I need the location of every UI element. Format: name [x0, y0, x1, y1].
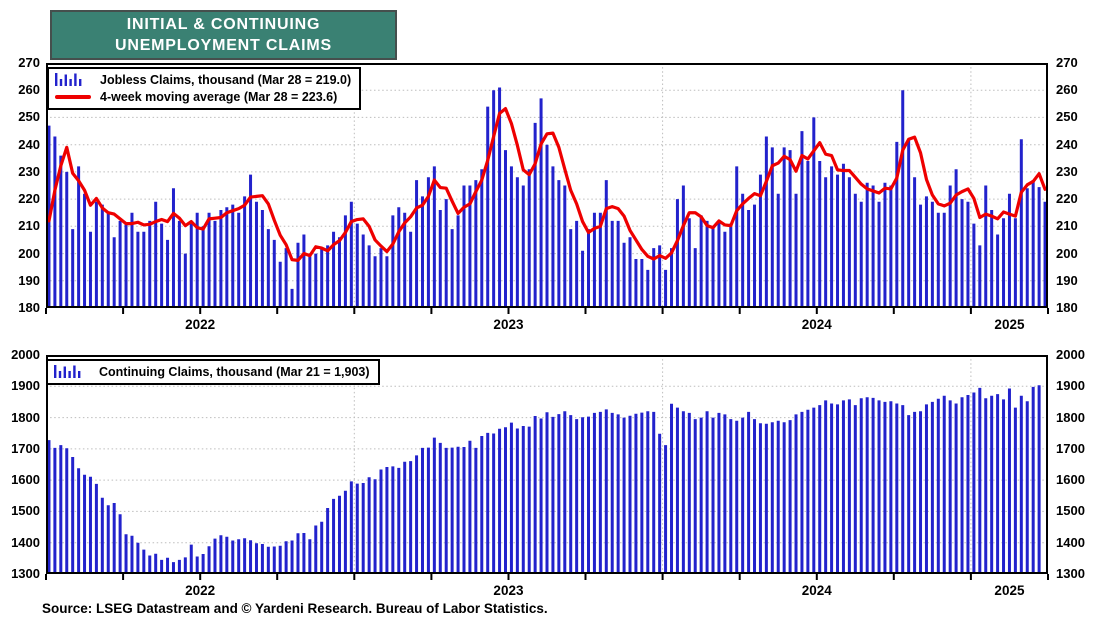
y-tick-label-right: 270: [1056, 55, 1078, 70]
x-year-label: 2023: [493, 583, 524, 598]
x-year-label: 2023: [493, 317, 524, 332]
y-tick-label-left: 260: [18, 82, 40, 98]
chart-title-box: INITIAL & CONTINUING UNEMPLOYMENT CLAIMS: [50, 10, 397, 60]
initial-claims-chart: [45, 63, 1049, 314]
y-tick-label-left: 1300: [11, 566, 40, 581]
y-tick-label-right: 180: [1056, 300, 1078, 315]
source-note: Source: LSEG Datastream and © Yardeni Re…: [42, 601, 548, 616]
y-tick-label-right: 1400: [1056, 534, 1085, 550]
x-year-label: 2024: [801, 317, 832, 332]
y-tick-label-left: 250: [18, 109, 40, 125]
y-tick-label-left: 180: [18, 300, 40, 315]
x-year-label: 2024: [801, 583, 832, 598]
mini-bars-icon: [55, 72, 93, 87]
y-tick-label-left: 200: [18, 245, 40, 261]
moving-average-line: [47, 106, 1047, 262]
plot-frame: [46, 355, 1048, 574]
chart-title-line1: INITIAL & CONTINUING: [126, 16, 321, 33]
y-tick-label-left: 240: [18, 136, 40, 152]
mini-bars-icon: [54, 364, 92, 379]
legend-row-jobless-claims: Jobless Claims, thousand (Mar 28 = 219.0…: [55, 71, 351, 88]
plot-frame: [46, 63, 1048, 308]
y-tick-label-left: 1700: [11, 440, 40, 456]
legend-initial-claims: Jobless Claims, thousand (Mar 28 = 219.0…: [47, 67, 362, 110]
legend-continuing-claims: Continuing Claims, thousand (Mar 21 = 1,…: [46, 359, 380, 385]
y-tick-label-right: 1900: [1056, 378, 1085, 394]
y-tick-label-right: 240: [1056, 136, 1078, 152]
y-tick-label-left: 230: [18, 163, 40, 179]
x-axis-ticks: [45, 574, 1049, 580]
y-tick-label-right: 1500: [1056, 503, 1085, 519]
y-tick-label-left: 210: [18, 218, 40, 234]
y-tick-label-right: 250: [1056, 109, 1078, 125]
y-tick-label-right: 2000: [1056, 347, 1085, 362]
y-tick-label-left: 1500: [11, 503, 40, 519]
y-tick-label-right: 1700: [1056, 440, 1085, 456]
x-year-label: 2025: [994, 317, 1025, 332]
y-tick-label-right: 1300: [1056, 566, 1085, 581]
y-tick-label-right: 190: [1056, 272, 1078, 288]
y-tick-label-right: 260: [1056, 82, 1078, 98]
legend-label-moving-average: 4-week moving average (Mar 28 = 223.6): [100, 89, 338, 104]
y-tick-label-left: 1600: [11, 472, 40, 488]
y-tick-label-left: 1900: [11, 378, 40, 394]
y-tick-label-left: 190: [18, 272, 40, 288]
moving-average-line-icon: [55, 94, 93, 99]
y-tick-label-left: 220: [18, 191, 40, 207]
y-tick-label-left: 1800: [11, 409, 40, 425]
x-year-label: 2025: [994, 583, 1025, 598]
x-axis-ticks: [45, 308, 1049, 314]
x-year-label: 2022: [185, 317, 216, 332]
continuing-claims-chart: [45, 355, 1049, 580]
initial-claims-bars: [47, 87, 1047, 308]
chart-title-line2: UNEMPLOYMENT CLAIMS: [115, 37, 332, 54]
y-tick-label-right: 1800: [1056, 409, 1085, 425]
y-tick-label-right: 220: [1056, 191, 1078, 207]
legend-row-continuing-claims: Continuing Claims, thousand (Mar 21 = 1,…: [54, 363, 370, 380]
y-tick-label-left: 1400: [11, 534, 40, 550]
legend-row-moving-average: 4-week moving average (Mar 28 = 223.6): [55, 88, 351, 105]
y-tick-label-right: 1600: [1056, 472, 1085, 488]
y-tick-label-left: 2000: [11, 347, 40, 362]
y-tick-label-right: 200: [1056, 245, 1078, 261]
y-tick-label-right: 230: [1056, 163, 1078, 179]
legend-label-jobless-claims: Jobless Claims, thousand (Mar 28 = 219.0…: [100, 72, 352, 87]
y-tick-label-left: 270: [18, 55, 40, 70]
x-year-label: 2022: [185, 583, 216, 598]
continuing-claims-bars: [47, 385, 1041, 574]
legend-label-continuing-claims: Continuing Claims, thousand (Mar 21 = 1,…: [99, 364, 370, 379]
y-tick-label-right: 210: [1056, 218, 1078, 234]
